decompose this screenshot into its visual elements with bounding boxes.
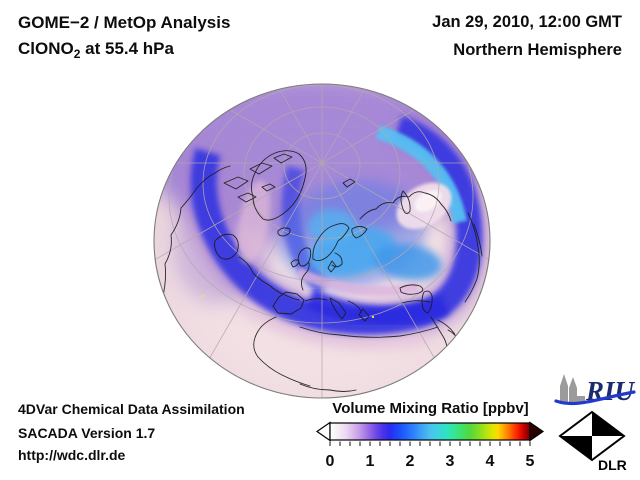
globe-limb: [153, 83, 491, 399]
pressure-level: at 55.4 hPa: [80, 39, 174, 58]
colorbar-title: Volume Mixing Ratio [ppbv]: [332, 400, 529, 417]
credit-version: SACADA Version 1.7: [18, 425, 156, 441]
colorbar-tick-4: 4: [486, 453, 495, 470]
species-name: ClONO: [18, 39, 74, 58]
colorbar: 0 1 2 3 4 5: [315, 421, 545, 470]
species-subscript: 2: [73, 47, 81, 61]
dlr-logo: DLR: [558, 410, 627, 473]
clono2-field: [154, 84, 490, 350]
colorbar-minor-ticks: [329, 441, 531, 446]
coast-greenland: [250, 150, 307, 237]
coast-europe: [272, 223, 431, 322]
colorbar-tick-3: 3: [446, 453, 455, 470]
page-title: GOME−2 / MetOp Analysis: [18, 13, 231, 32]
coast-russia-siberia: [342, 178, 483, 314]
colorbar-tick-0: 0: [326, 453, 335, 470]
coast-africa-arabia: [253, 316, 459, 392]
subtitle-species-level: ClONO2 at 55.4 hPa: [18, 39, 174, 61]
credit-url: http://wdc.dlr.de: [18, 447, 126, 463]
vortex-cyan-band: [375, 125, 467, 224]
riu-swoosh-icon: [554, 390, 636, 406]
hemisphere-label: Northern Hemisphere: [453, 41, 622, 59]
colorbar-left-arrow: [315, 421, 331, 442]
graticule: [154, 84, 490, 398]
datetime-label: Jan 29, 2010, 12:00 GMT: [432, 13, 622, 31]
colorbar-tick-1: 1: [366, 453, 375, 470]
riu-cathedral-icon: [560, 374, 585, 404]
coastlines: [161, 150, 483, 392]
colorbar-tick-2: 2: [406, 453, 415, 470]
colorbar-gradient: [329, 422, 531, 441]
coast-north-america: [161, 153, 300, 301]
colorbar-right-arrow: [529, 421, 545, 442]
colorbar-tick-5: 5: [526, 453, 535, 470]
logo-block: RIU DLR: [554, 374, 636, 473]
dlr-symbol-fill-top: [592, 412, 624, 436]
globe-map: [153, 83, 491, 399]
credit-assimilation: 4DVar Chemical Data Assimilation: [18, 401, 245, 417]
riu-logo: RIU: [554, 374, 636, 406]
dlr-logo-text: DLR: [598, 457, 627, 473]
dlr-symbol-fill-bottom: [560, 436, 592, 460]
